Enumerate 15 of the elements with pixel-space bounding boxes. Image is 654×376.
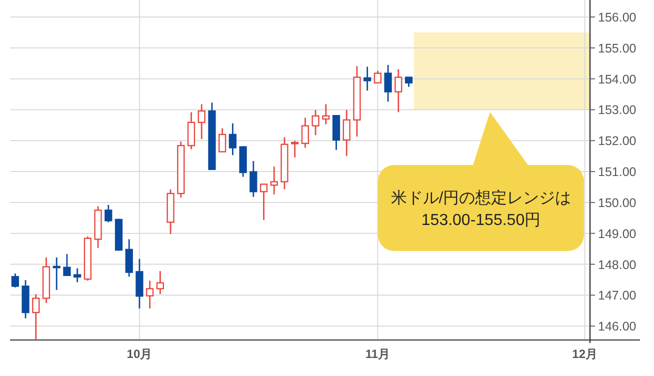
y-tick-label: 151.00 xyxy=(598,165,636,180)
y-tick-label: 154.00 xyxy=(598,72,636,86)
x-tick-label: 11月 xyxy=(365,347,390,361)
y-tick-label: 146.00 xyxy=(598,320,636,334)
y-tick-label: 147.00 xyxy=(598,288,636,303)
y-tick-label: 155.00 xyxy=(598,41,636,56)
y-tick-label: 149.00 xyxy=(598,226,636,241)
y-tick-label: 150.00 xyxy=(598,196,636,210)
annotation: 米ドル/円の想定レンジは 153.00-155.50円 xyxy=(390,189,572,229)
x-tick-label: 12月 xyxy=(572,347,598,361)
y-tick-label: 148.00 xyxy=(598,258,636,272)
x-tick-label: 10月 xyxy=(126,347,152,361)
y-tick-label: 152.00 xyxy=(598,134,636,148)
y-tick-label: 156.00 xyxy=(598,10,636,24)
y-tick-label: 153.00 xyxy=(598,103,636,118)
